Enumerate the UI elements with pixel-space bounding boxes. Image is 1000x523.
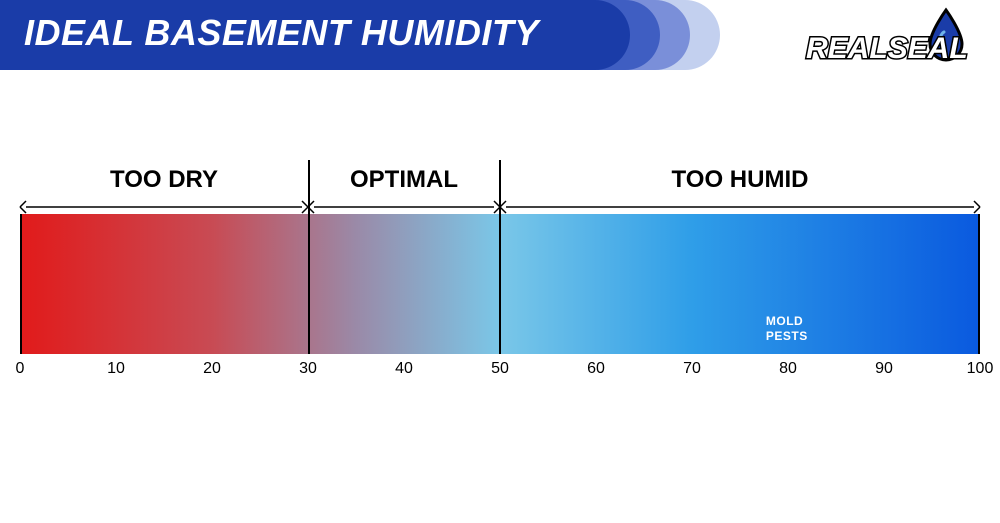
range-label: OPTIMAL <box>350 166 458 194</box>
axis-tick: 40 <box>395 360 413 378</box>
range-divider <box>499 160 501 354</box>
bar-annotation: MOLD PESTS <box>766 314 808 344</box>
range-label: TOO DRY <box>110 166 218 194</box>
axis-tick: 0 <box>16 360 25 378</box>
range-arrow <box>308 201 500 213</box>
axis-tick: 90 <box>875 360 893 378</box>
axis-tick: 70 <box>683 360 701 378</box>
logo-text: REALSEAL <box>806 32 968 65</box>
axis-tick: 60 <box>587 360 605 378</box>
axis-tick: 30 <box>299 360 317 378</box>
range-label: TOO HUMID <box>672 166 809 194</box>
gradient-bar: MOLD PESTS <box>20 214 980 354</box>
page-title: IDEAL BASEMENT HUMIDITY <box>24 12 539 54</box>
axis-tick: 20 <box>203 360 221 378</box>
range-arrow <box>20 201 308 213</box>
axis-tick: 80 <box>779 360 797 378</box>
axis-tick: 10 <box>107 360 125 378</box>
x-axis: 0102030405060708090100 <box>20 360 980 388</box>
range-arrow <box>500 201 980 213</box>
range-divider <box>308 160 310 354</box>
brand-logo: REALSEAL <box>796 6 976 71</box>
header: IDEAL BASEMENT HUMIDITY REALSEAL <box>0 0 1000 70</box>
axis-tick: 50 <box>491 360 509 378</box>
humidity-chart: TOO DRYOPTIMALTOO HUMID MOLD PESTS 01020… <box>20 160 980 388</box>
axis-tick: 100 <box>967 360 994 378</box>
